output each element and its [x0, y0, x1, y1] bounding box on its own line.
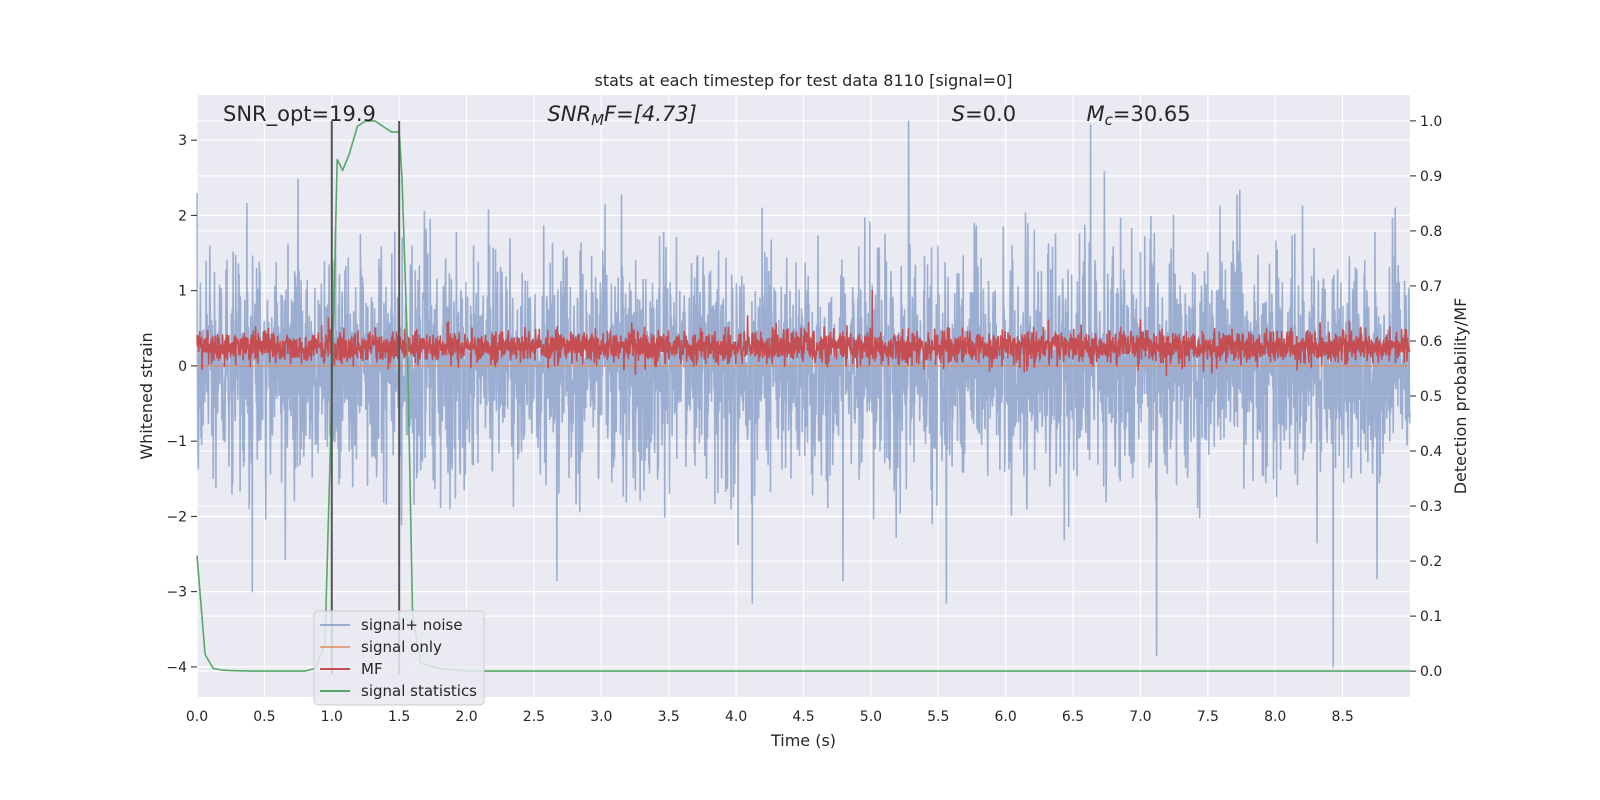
y-right-tick-label: 0.3 [1420, 499, 1442, 515]
x-tick-label: 2.0 [455, 709, 477, 725]
y-tick-label: −1 [166, 434, 187, 450]
annotation-snr-mf-subscript: M [591, 111, 604, 129]
x-tick-label: 1.0 [321, 709, 343, 725]
x-tick-label: 5.0 [860, 709, 882, 725]
y-right-tick-label: 0.5 [1420, 389, 1442, 405]
x-tick-label: 2.5 [523, 709, 545, 725]
legend: signal+ noise signal only MF signal statist… [313, 610, 485, 706]
event-markers [330, 121, 401, 675]
x-tick-label: 8.5 [1331, 709, 1353, 725]
y-right-tick-label: 0.0 [1420, 664, 1442, 680]
annotation-mc-subscript: c [1105, 111, 1114, 129]
y-right-tick-label: 0.2 [1420, 554, 1442, 570]
annotation-s: S=0.0 [952, 102, 1016, 126]
y-tick-label: −2 [166, 509, 187, 525]
y-right-tick-label: 0.6 [1420, 334, 1442, 350]
x-tick-label: 0.0 [186, 709, 208, 725]
x-tick-label: 6.5 [1062, 709, 1084, 725]
y-tick-label: 2 [178, 208, 187, 224]
x-tick-label: 4.5 [792, 709, 814, 725]
annotation-mc: Mc=30.65 [1087, 102, 1191, 129]
legend-entry: MF [361, 660, 383, 678]
annotation-snr-mf-symbol: SNR [547, 102, 591, 126]
x-tick-label: 0.5 [253, 709, 275, 725]
axes: 0.0 0.5 1.0 1.5 2.0 2.5 3.0 3.5 4.0 4.5 5.0 5.5 6.0 6… [166, 114, 1442, 725]
y-axis-label: Whitened strain [137, 332, 156, 459]
y-axis-right-label: Detection probability/MF [1451, 298, 1470, 495]
x-tick-label: 4.0 [725, 709, 747, 725]
y-right-tick-label: 0.9 [1420, 169, 1442, 185]
annotation-mc-value: =30.65 [1113, 102, 1191, 126]
x-tick-label: 1.5 [388, 709, 410, 725]
x-tick-label: 3.0 [590, 709, 612, 725]
y-tick-label: 3 [178, 133, 187, 149]
y-right-tick-label: 0.4 [1420, 444, 1442, 460]
annotation-snr-opt: SNR_opt=19.9 [223, 102, 376, 127]
y-right-tick-label: 0.1 [1420, 609, 1442, 625]
y-tick-label: −4 [166, 660, 187, 676]
chart-title: stats at each timestep for test data 811… [594, 71, 1012, 90]
legend-entry: signal+ noise [361, 616, 463, 634]
x-axis-label: Time (s) [770, 731, 836, 750]
y-tick-label: 0 [178, 359, 187, 375]
y-tick-label: −3 [166, 585, 187, 601]
legend-entry: signal only [361, 638, 442, 656]
x-tick-label: 7.0 [1129, 709, 1151, 725]
y-right-tick-label: 1.0 [1420, 114, 1442, 130]
annotation-snr-mf-value: F=[4.73] [604, 102, 697, 126]
x-tick-label: 6.0 [995, 709, 1017, 725]
x-tick-label: 5.5 [927, 709, 949, 725]
annotation-snr-mf: SNRMF=[4.73] [547, 102, 696, 129]
annotation-s-value: =0.0 [965, 102, 1016, 126]
y-right-tick-label: 0.8 [1420, 224, 1442, 240]
annotation-mc-symbol: M [1087, 102, 1105, 126]
legend-box [313, 610, 485, 706]
annotation-s-symbol: S [952, 102, 965, 126]
y-right-tick-label: 0.7 [1420, 279, 1442, 295]
x-tick-label: 8.0 [1264, 709, 1286, 725]
x-tick-label: 7.5 [1197, 709, 1219, 725]
y-tick-label: 1 [178, 284, 187, 300]
x-tick-label: 3.5 [658, 709, 680, 725]
legend-entry: signal statistics [361, 682, 477, 700]
